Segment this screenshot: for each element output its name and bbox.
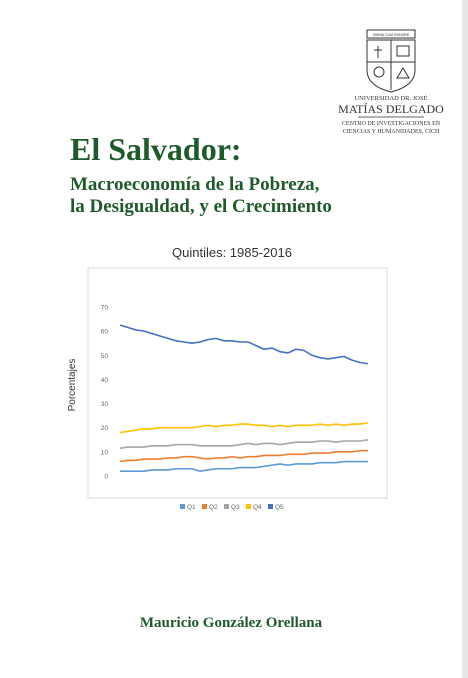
series-line	[120, 460, 368, 472]
y-tick-label: 70	[101, 305, 109, 312]
logo-emblem	[396, 67, 410, 79]
y-tick-label: 0	[104, 474, 108, 481]
subtitle: Macroeconomía de la Pobreza,	[70, 174, 320, 195]
edge	[462, 0, 468, 678]
legend-label: Q4	[253, 504, 262, 511]
legend-swatch	[202, 504, 207, 509]
chart: 0 10 20 30 40 50 60 70 Q1 Q2 Q3 Q4 Q5	[101, 305, 369, 511]
university-line: UNIVERSIDAD DR. JOSÉ	[354, 94, 427, 102]
series-line	[119, 438, 369, 450]
legend-swatch	[224, 504, 229, 509]
subtitle: la Desigualdad, y el Crecimiento	[70, 196, 332, 217]
chart-title: Quintiles: 1985-2016	[172, 245, 292, 260]
y-tick-label: 20	[101, 425, 109, 432]
title: El Salvador:	[70, 131, 242, 167]
logo-cross	[374, 46, 382, 58]
legend-label: Q3	[231, 504, 240, 511]
center-line: CIENCIAS Y HUMANIDADES, CICH	[343, 129, 440, 135]
logo	[366, 29, 416, 93]
y-tick-label: 10	[101, 449, 109, 456]
y-axis-label: Porcentajes	[67, 359, 78, 412]
series-line	[119, 324, 369, 365]
y-tick-label: 30	[101, 401, 109, 408]
legend-swatch	[246, 504, 251, 509]
logo-book	[396, 45, 410, 57]
legend-label: Q1	[187, 504, 196, 511]
author: Mauricio González Orellana	[140, 615, 323, 631]
center-line: CENTRO DE INVESTIGACIONES EN	[342, 121, 441, 127]
plot-frame	[87, 267, 388, 499]
y-tick-label: 40	[101, 377, 109, 384]
logo-banner	[366, 29, 416, 39]
legend-swatch	[268, 504, 273, 509]
university-name: MATÍAS DELGADO	[338, 102, 444, 116]
logo-motto: OMNIA CUM HONORE	[373, 33, 410, 37]
legend-label: Q2	[209, 504, 218, 511]
series-line	[119, 449, 368, 463]
y-tick-label: 50	[101, 353, 109, 360]
logo-emblem	[373, 66, 385, 78]
legend-label: Q5	[275, 504, 284, 511]
logo-shield	[366, 39, 416, 93]
series-line	[119, 422, 369, 434]
legend-swatch	[180, 504, 185, 509]
y-tick-label: 60	[101, 329, 109, 336]
